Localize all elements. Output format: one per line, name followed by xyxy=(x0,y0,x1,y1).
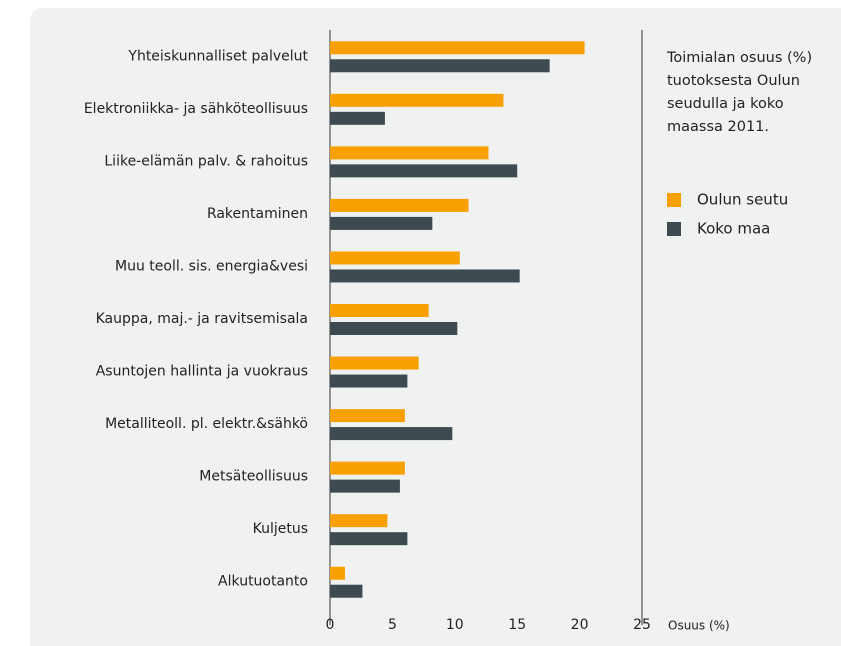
bar xyxy=(330,304,429,317)
legend-label: Koko maa xyxy=(697,220,770,238)
x-tick-label: 20 xyxy=(571,617,589,633)
category-label: Rakentaminen xyxy=(207,206,308,222)
x-tick-label: 0 xyxy=(326,617,335,633)
x-tick-label: 10 xyxy=(446,617,464,633)
bar xyxy=(330,164,518,178)
category-label: Kauppa, maj.- ja ravitsemisala xyxy=(96,311,308,327)
bar xyxy=(330,566,345,580)
category-label: Yhteiskunnalliset palvelut xyxy=(127,48,308,64)
category-label: Kuljetus xyxy=(253,521,308,537)
bar xyxy=(330,111,385,125)
category-label: Metsäteollisuus xyxy=(199,469,308,485)
bar xyxy=(330,41,585,55)
bar xyxy=(330,532,408,546)
legend-title: Toimialan osuus (%) tuotoksesta Oulun se… xyxy=(667,50,813,135)
x-tick-label: 15 xyxy=(508,617,526,633)
bar xyxy=(330,146,489,160)
bar xyxy=(330,59,550,73)
bar xyxy=(330,409,405,423)
bar xyxy=(330,269,520,283)
legend-swatch xyxy=(667,193,681,207)
bar xyxy=(330,322,458,335)
bar xyxy=(330,479,400,493)
bar xyxy=(330,93,504,107)
bar xyxy=(330,198,469,212)
bar xyxy=(330,584,363,598)
category-label: Alkutuotanto xyxy=(218,574,308,590)
bar xyxy=(330,356,419,370)
category-label: Elektroniikka- ja sähköteollisuus xyxy=(84,101,308,117)
x-tick-label: 5 xyxy=(388,617,397,633)
category-label: Metalliteoll. pl. elektr.&sähkö xyxy=(105,416,308,432)
legend-swatch xyxy=(667,222,681,236)
bar xyxy=(330,374,408,388)
category-label: Liike-elämän palv. & rahoitus xyxy=(104,153,308,169)
legend-label: Oulun seutu xyxy=(697,191,788,209)
bar xyxy=(330,216,433,230)
bar xyxy=(330,514,388,528)
x-axis-label: Osuus (%) xyxy=(668,619,730,633)
category-label: Asuntojen hallinta ja vuokraus xyxy=(96,364,308,380)
bar xyxy=(330,461,405,475)
category-label: Muu teoll. sis. energia&vesi xyxy=(115,258,308,274)
bar xyxy=(330,251,460,265)
bar xyxy=(330,427,453,441)
